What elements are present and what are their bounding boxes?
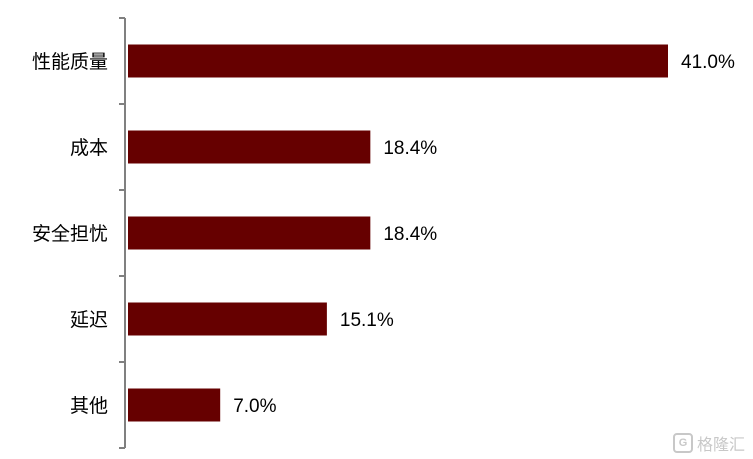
watermark-logo-icon: G <box>672 433 693 453</box>
data-label: 15.1% <box>340 310 394 331</box>
category-label: 其他 <box>70 395 108 417</box>
value-labels: 41.0% 18.4% 18.4% 15.1% 7.0% <box>233 52 735 417</box>
data-label: 18.4% <box>383 224 437 245</box>
bar <box>128 216 371 250</box>
bar <box>128 302 327 336</box>
bar <box>128 130 371 164</box>
category-axis <box>119 17 126 449</box>
watermark-text: 格隆汇 <box>696 437 745 454</box>
data-label: 7.0% <box>233 396 276 417</box>
category-label: 延迟 <box>70 309 108 331</box>
data-label: 41.0% <box>681 52 735 73</box>
data-label: 18.4% <box>383 138 437 159</box>
bar-series <box>128 44 668 422</box>
watermark: G 格隆汇 <box>672 431 745 455</box>
bar <box>128 44 668 78</box>
bar <box>128 388 221 422</box>
category-label: 性能质量 <box>32 51 108 73</box>
category-label: 成本 <box>70 137 108 159</box>
category-label: 安全担忧 <box>32 223 108 245</box>
